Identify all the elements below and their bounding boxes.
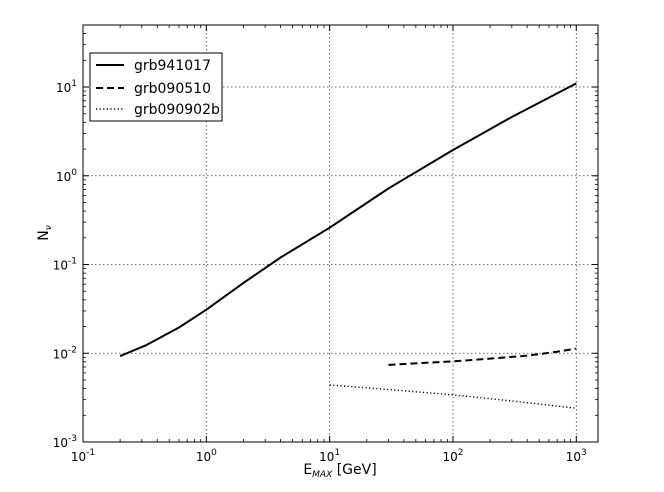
x-tick-label: 103 [566,448,587,464]
x-tick-label: 10-1 [71,448,95,464]
y-axis-label: Nν [36,225,54,241]
axis-ticks: 10-1 100 101 102 103 10-3 10-2 10-1 100 101 [53,25,598,464]
y-tick-label: 101 [56,79,77,95]
series-lines [119,82,577,409]
series-line-grb941017 [119,82,577,357]
y-tick-label: 10-2 [53,345,77,361]
legend-label-grb090902b: grb090902b [134,102,220,118]
x-axis-label: EMAX [GeV] [303,462,376,480]
series-line-grb090510 [388,347,577,366]
x-tick-label: 102 [442,448,463,464]
x-tick-label: 100 [196,448,217,464]
legend-label-grb941017: grb941017 [134,58,211,74]
y-tick-label: 10-3 [53,434,77,450]
y-tick-label: 100 [56,168,77,184]
y-tick-label: 10-1 [53,257,77,273]
legend-label-grb090510: grb090510 [134,81,211,97]
plot-frame [82,24,599,443]
x-tick-label: 101 [319,448,340,464]
legend: grb941017 grb090510 grb090902b [89,52,223,122]
